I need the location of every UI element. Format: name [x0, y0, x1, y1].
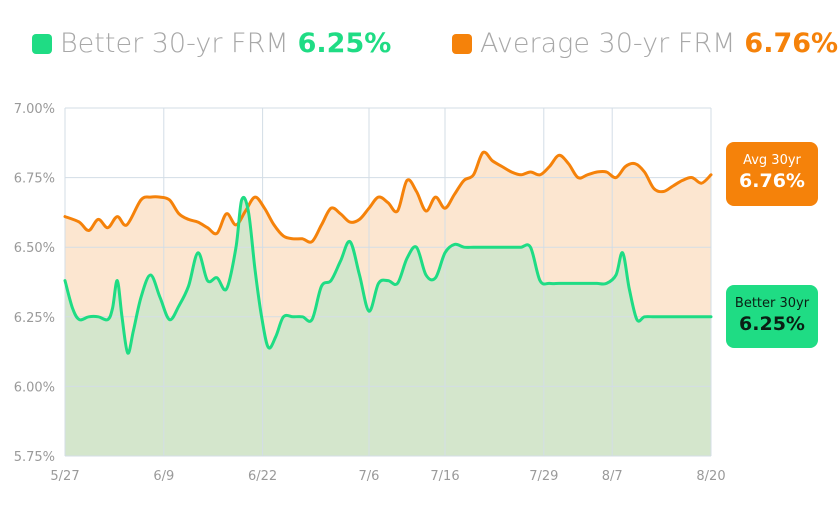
- callout-average-value: 6.76%: [739, 170, 805, 192]
- x-tick-label: 8/20: [696, 469, 725, 484]
- areas: [65, 152, 711, 456]
- x-tick-label: 5/27: [50, 469, 79, 484]
- legend-swatch-average: [452, 33, 472, 54]
- legend: Better 30-yr FRM 6.25% Average 30-yr FRM…: [0, 28, 840, 72]
- x-tick-label: 6/22: [248, 469, 277, 484]
- x-axis: 5/27 6/9 6/22 7/6 7/16 7/29 8/7 8/20: [50, 469, 725, 484]
- legend-value-better: 6.25%: [297, 28, 392, 59]
- y-axis: 7.00% 6.75% 6.50% 6.25% 6.00% 5.75%: [14, 102, 55, 465]
- callout-better: Better 30yr 6.25%: [726, 285, 818, 348]
- y-tick-label: 6.75%: [14, 172, 55, 187]
- legend-swatch-better: [32, 33, 52, 54]
- legend-value-average: 6.76%: [744, 28, 839, 59]
- x-tick-label: 7/6: [359, 469, 380, 484]
- x-tick-label: 8/7: [602, 469, 623, 484]
- callout-average-label: Avg 30yr: [743, 153, 801, 168]
- callout-average: Avg 30yr 6.76%: [726, 142, 818, 206]
- x-tick-label: 7/29: [529, 469, 558, 484]
- area-better: [65, 197, 711, 456]
- x-tick-label: 7/16: [430, 469, 459, 484]
- y-tick-label: 6.25%: [14, 311, 55, 326]
- legend-item-better: Better 30-yr FRM 6.25%: [32, 28, 391, 59]
- callout-better-value: 6.25%: [739, 313, 805, 335]
- x-tick-label: 6/9: [153, 469, 174, 484]
- series-lines: [63, 150, 713, 355]
- y-tick-label: 6.50%: [14, 241, 55, 256]
- line-better: [63, 195, 713, 355]
- y-tick-label: 5.75%: [14, 450, 55, 465]
- line-average: [63, 150, 713, 244]
- y-tick-label: 7.00%: [14, 102, 55, 117]
- legend-label-average: Average 30-yr FRM: [480, 28, 736, 59]
- callout-better-label: Better 30yr: [734, 296, 810, 311]
- legend-label-better: Better 30-yr FRM: [60, 28, 289, 59]
- legend-item-average: Average 30-yr FRM 6.76%: [452, 28, 838, 59]
- y-tick-label: 6.00%: [14, 380, 55, 395]
